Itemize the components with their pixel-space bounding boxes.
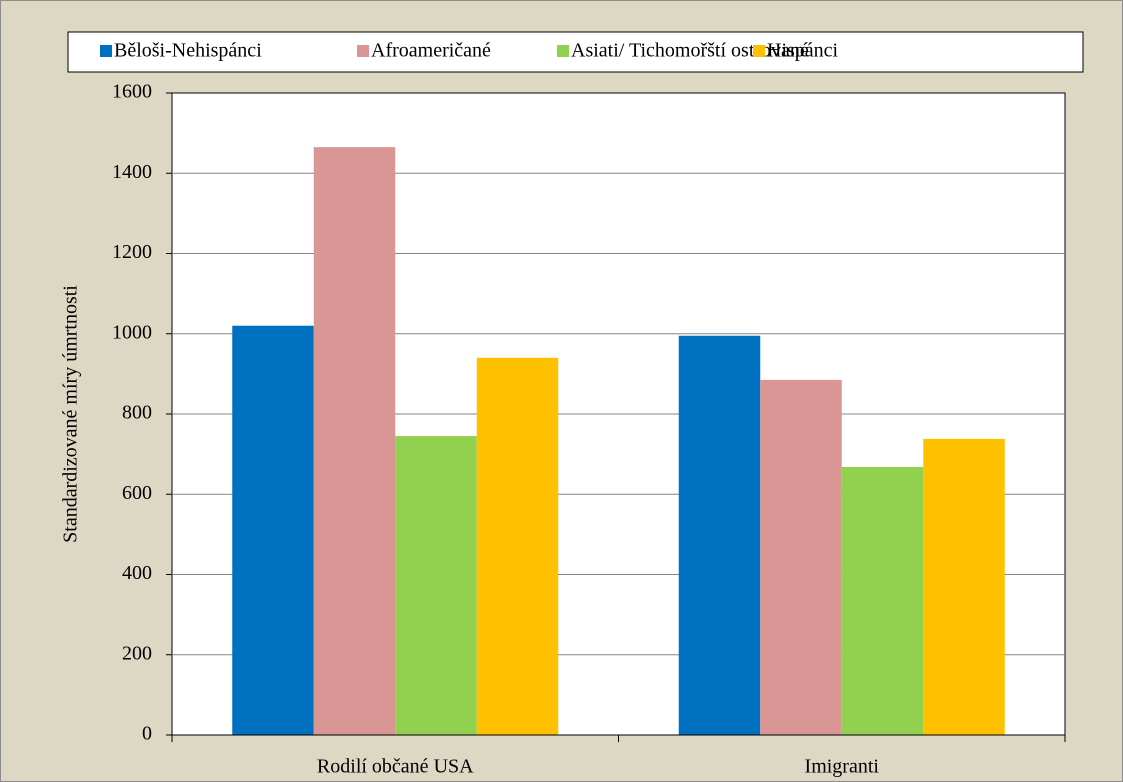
y-tick-label: 800: [122, 402, 152, 424]
legend-label: Afroameričané: [371, 40, 491, 62]
bar: [395, 436, 477, 735]
legend: [67, 31, 1084, 73]
x-tick-label: Imigranti: [805, 756, 880, 778]
bar: [232, 325, 314, 735]
bar: [678, 335, 761, 735]
y-tick-label: 400: [122, 562, 152, 584]
y-tick-label: 200: [122, 642, 152, 664]
y-tick-label: 0: [142, 723, 152, 745]
y-tick-label: 1000: [112, 321, 152, 343]
bar: [476, 357, 559, 735]
y-axis-label: Standardizované míry úmrtnosti: [60, 285, 82, 543]
bar: [841, 466, 924, 735]
bar: [313, 147, 396, 735]
legend-swatch: [557, 45, 569, 57]
x-tick-label: Rodilí občané USA: [317, 756, 474, 778]
legend-label: Hispánci: [767, 40, 839, 62]
bar: [760, 379, 842, 735]
legend-label: Běloši-Nehispánci: [114, 40, 262, 62]
bar: [923, 438, 1005, 735]
y-tick-label: 1600: [112, 81, 152, 103]
legend-swatch: [357, 45, 369, 57]
y-tick-label: 1400: [112, 161, 152, 183]
y-tick-label: 600: [122, 482, 152, 504]
legend-swatch: [100, 45, 112, 57]
legend-swatch: [753, 45, 765, 57]
y-tick-label: 1200: [112, 241, 152, 263]
legend-label: Asiati/ Tichomořští ostrované: [571, 40, 809, 62]
